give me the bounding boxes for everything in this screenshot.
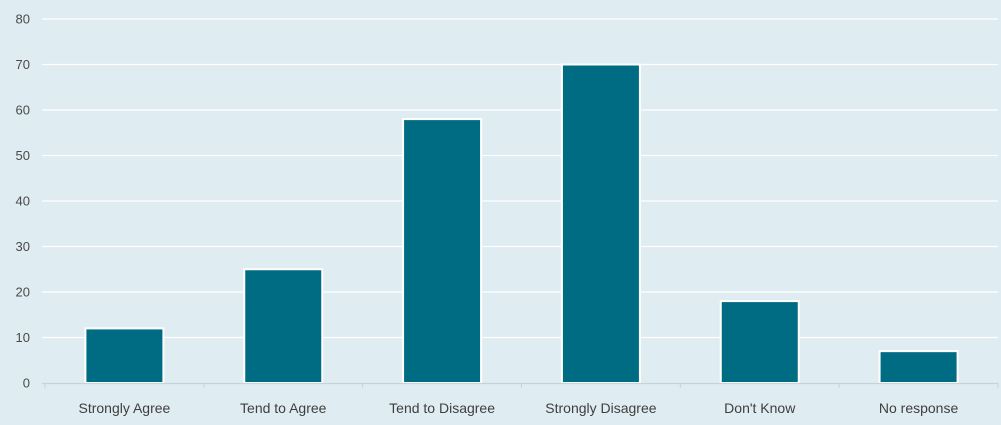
bar-no-response xyxy=(878,350,959,384)
x-axis-category-labels: Strongly Agree Tend to Agree Tend to Disag… xyxy=(78,400,958,416)
bar-strongly-disagree xyxy=(560,63,641,384)
x-category-label: Tend to Agree xyxy=(240,400,327,416)
bar-don-t-know xyxy=(719,300,800,385)
y-tick-label: 30 xyxy=(16,239,30,254)
bar-tend-to-disagree xyxy=(402,118,483,384)
x-category-label: Strongly Disagree xyxy=(545,400,656,416)
x-category-label: Don't Know xyxy=(724,400,796,416)
bar-strongly-agree xyxy=(84,327,165,384)
y-axis-tick-labels: 0 10 20 30 40 50 60 70 80 xyxy=(16,12,30,391)
y-tick-label: 40 xyxy=(16,194,30,209)
y-tick-label: 0 xyxy=(23,376,30,391)
x-category-label: Tend to Disagree xyxy=(389,400,495,416)
y-tick-label: 70 xyxy=(16,57,30,72)
y-tick-label: 20 xyxy=(16,285,30,300)
gridlines xyxy=(42,18,998,339)
bar-tend-to-agree xyxy=(243,268,324,384)
y-tick-label: 80 xyxy=(16,12,30,27)
y-tick-label: 10 xyxy=(16,330,30,345)
x-category-label: No response xyxy=(879,400,959,416)
y-tick-label: 60 xyxy=(16,103,30,118)
bars xyxy=(84,63,959,385)
x-axis xyxy=(42,382,999,388)
y-tick-label: 50 xyxy=(16,148,30,163)
x-category-label: Strongly Agree xyxy=(78,400,170,416)
